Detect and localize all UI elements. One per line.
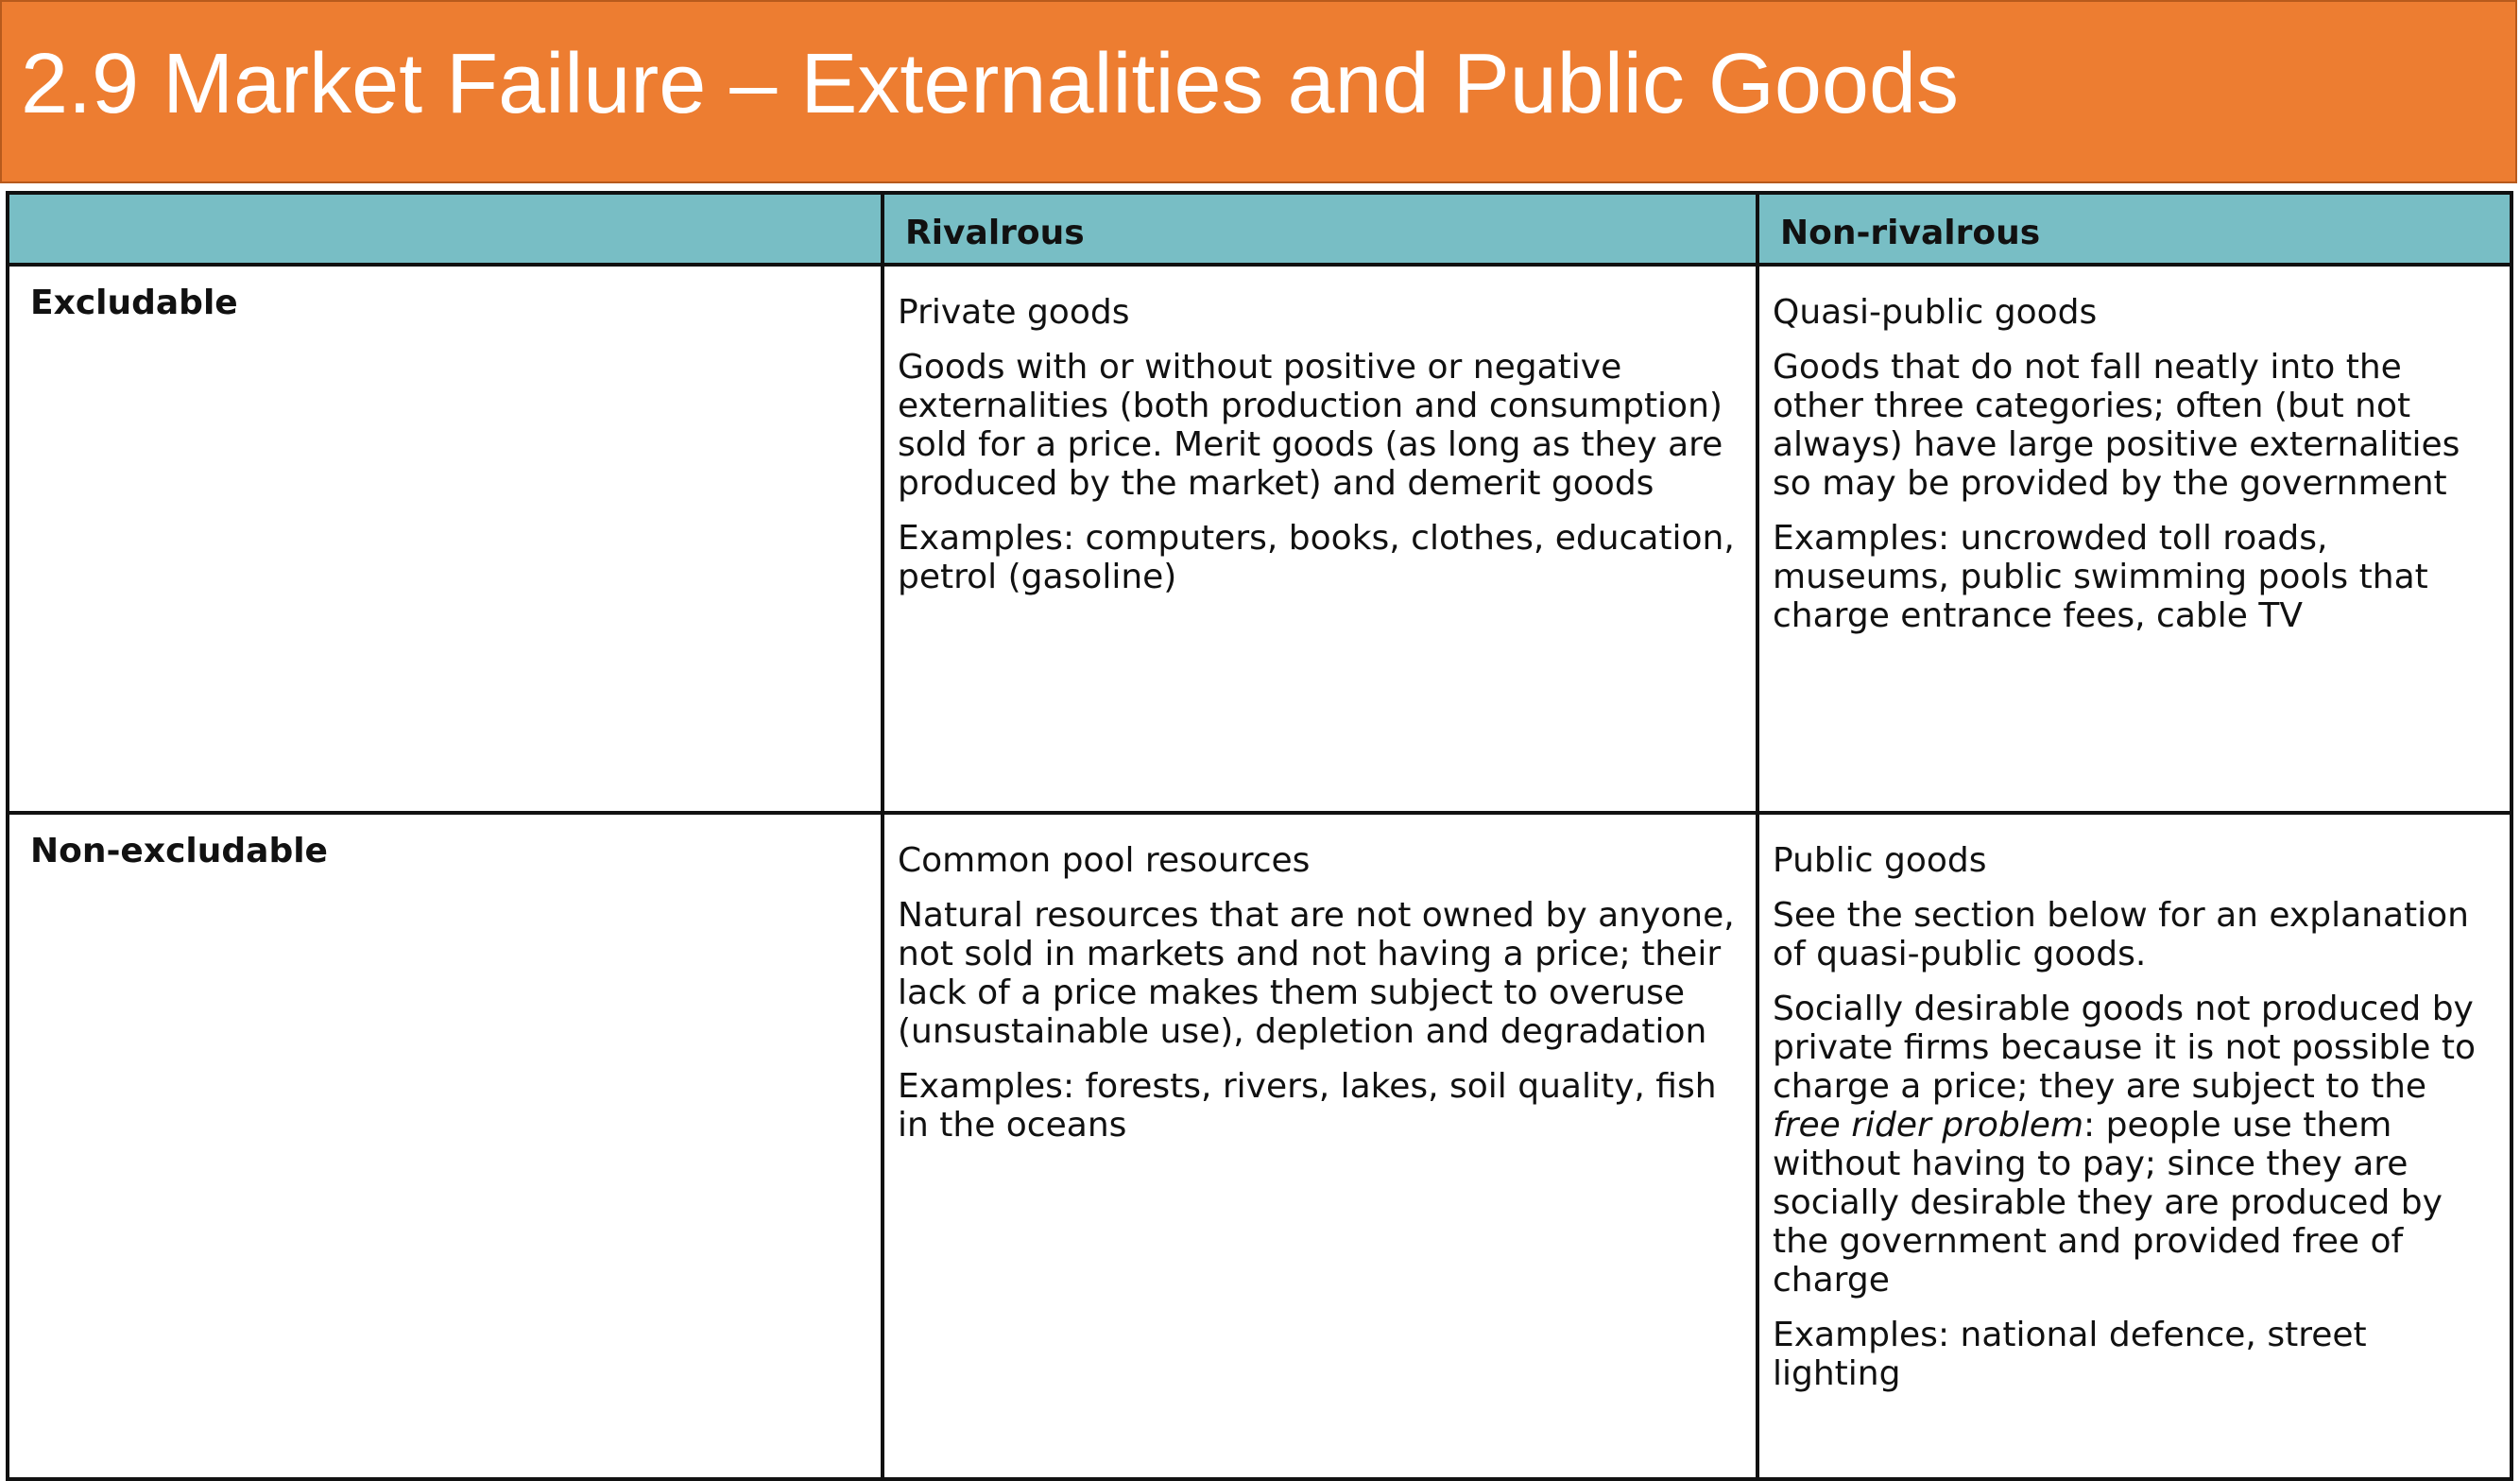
table-row-non-excludable: Non-excludable Common pool resources Nat… xyxy=(6,811,2513,1481)
row-label-excludable: Excludable xyxy=(6,263,884,815)
category-description: Socially desirable goods not produced by… xyxy=(1773,990,2496,1300)
header-empty-cell xyxy=(6,191,884,267)
category-description: Goods that do not fall neatly into the o… xyxy=(1773,348,2460,503)
header-non-rivalrous: Non-rivalrous xyxy=(1756,191,2513,267)
category-description: Natural resources that are not owned by … xyxy=(898,896,1735,1051)
category-examples: Examples: computers, books, clothes, edu… xyxy=(898,519,1735,596)
header-rivalrous: Rivalrous xyxy=(881,191,1759,267)
category-note: See the section below for an explanation… xyxy=(1773,896,2469,973)
slide-title: 2.9 Market Failure – Externalities and P… xyxy=(21,37,1960,131)
category-examples: Examples: national defence, street light… xyxy=(1773,1316,2367,1393)
row-label-non-excludable: Non-excludable xyxy=(6,811,884,1481)
category-name: Quasi-public goods xyxy=(1773,293,2098,332)
title-bar: 2.9 Market Failure – Externalities and P… xyxy=(0,0,2517,183)
cell-common-pool-resources: Common pool resources Natural resources … xyxy=(881,811,1759,1481)
category-examples: Examples: uncrowded toll roads, museums,… xyxy=(1773,519,2428,635)
goods-classification-table-container: Rivalrous Non-rivalrous Excludable Priva… xyxy=(6,191,2513,1481)
category-name: Public goods xyxy=(1773,841,1987,880)
goods-classification-table: Rivalrous Non-rivalrous Excludable Priva… xyxy=(6,191,2513,1481)
cell-public-goods: Public goods See the section below for a… xyxy=(1756,811,2513,1481)
description-text: : people use them without having to pay;… xyxy=(1773,1106,2443,1300)
cell-private-goods: Private goods Goods with or without posi… xyxy=(881,263,1759,815)
category-name: Private goods xyxy=(898,293,1130,332)
free-rider-term: free rider problem xyxy=(1773,1106,2084,1145)
table-row-excludable: Excludable Private goods Goods with or w… xyxy=(6,263,2513,815)
category-description: Goods with or without positive or negati… xyxy=(898,348,1723,503)
cell-quasi-public-goods: Quasi-public goods Goods that do not fal… xyxy=(1756,263,2513,815)
header-row: Rivalrous Non-rivalrous xyxy=(6,191,2513,267)
category-examples: Examples: forests, rivers, lakes, soil q… xyxy=(898,1067,1717,1145)
category-name: Common pool resources xyxy=(898,841,1311,880)
description-text: Socially desirable goods not produced by… xyxy=(1773,990,2476,1106)
